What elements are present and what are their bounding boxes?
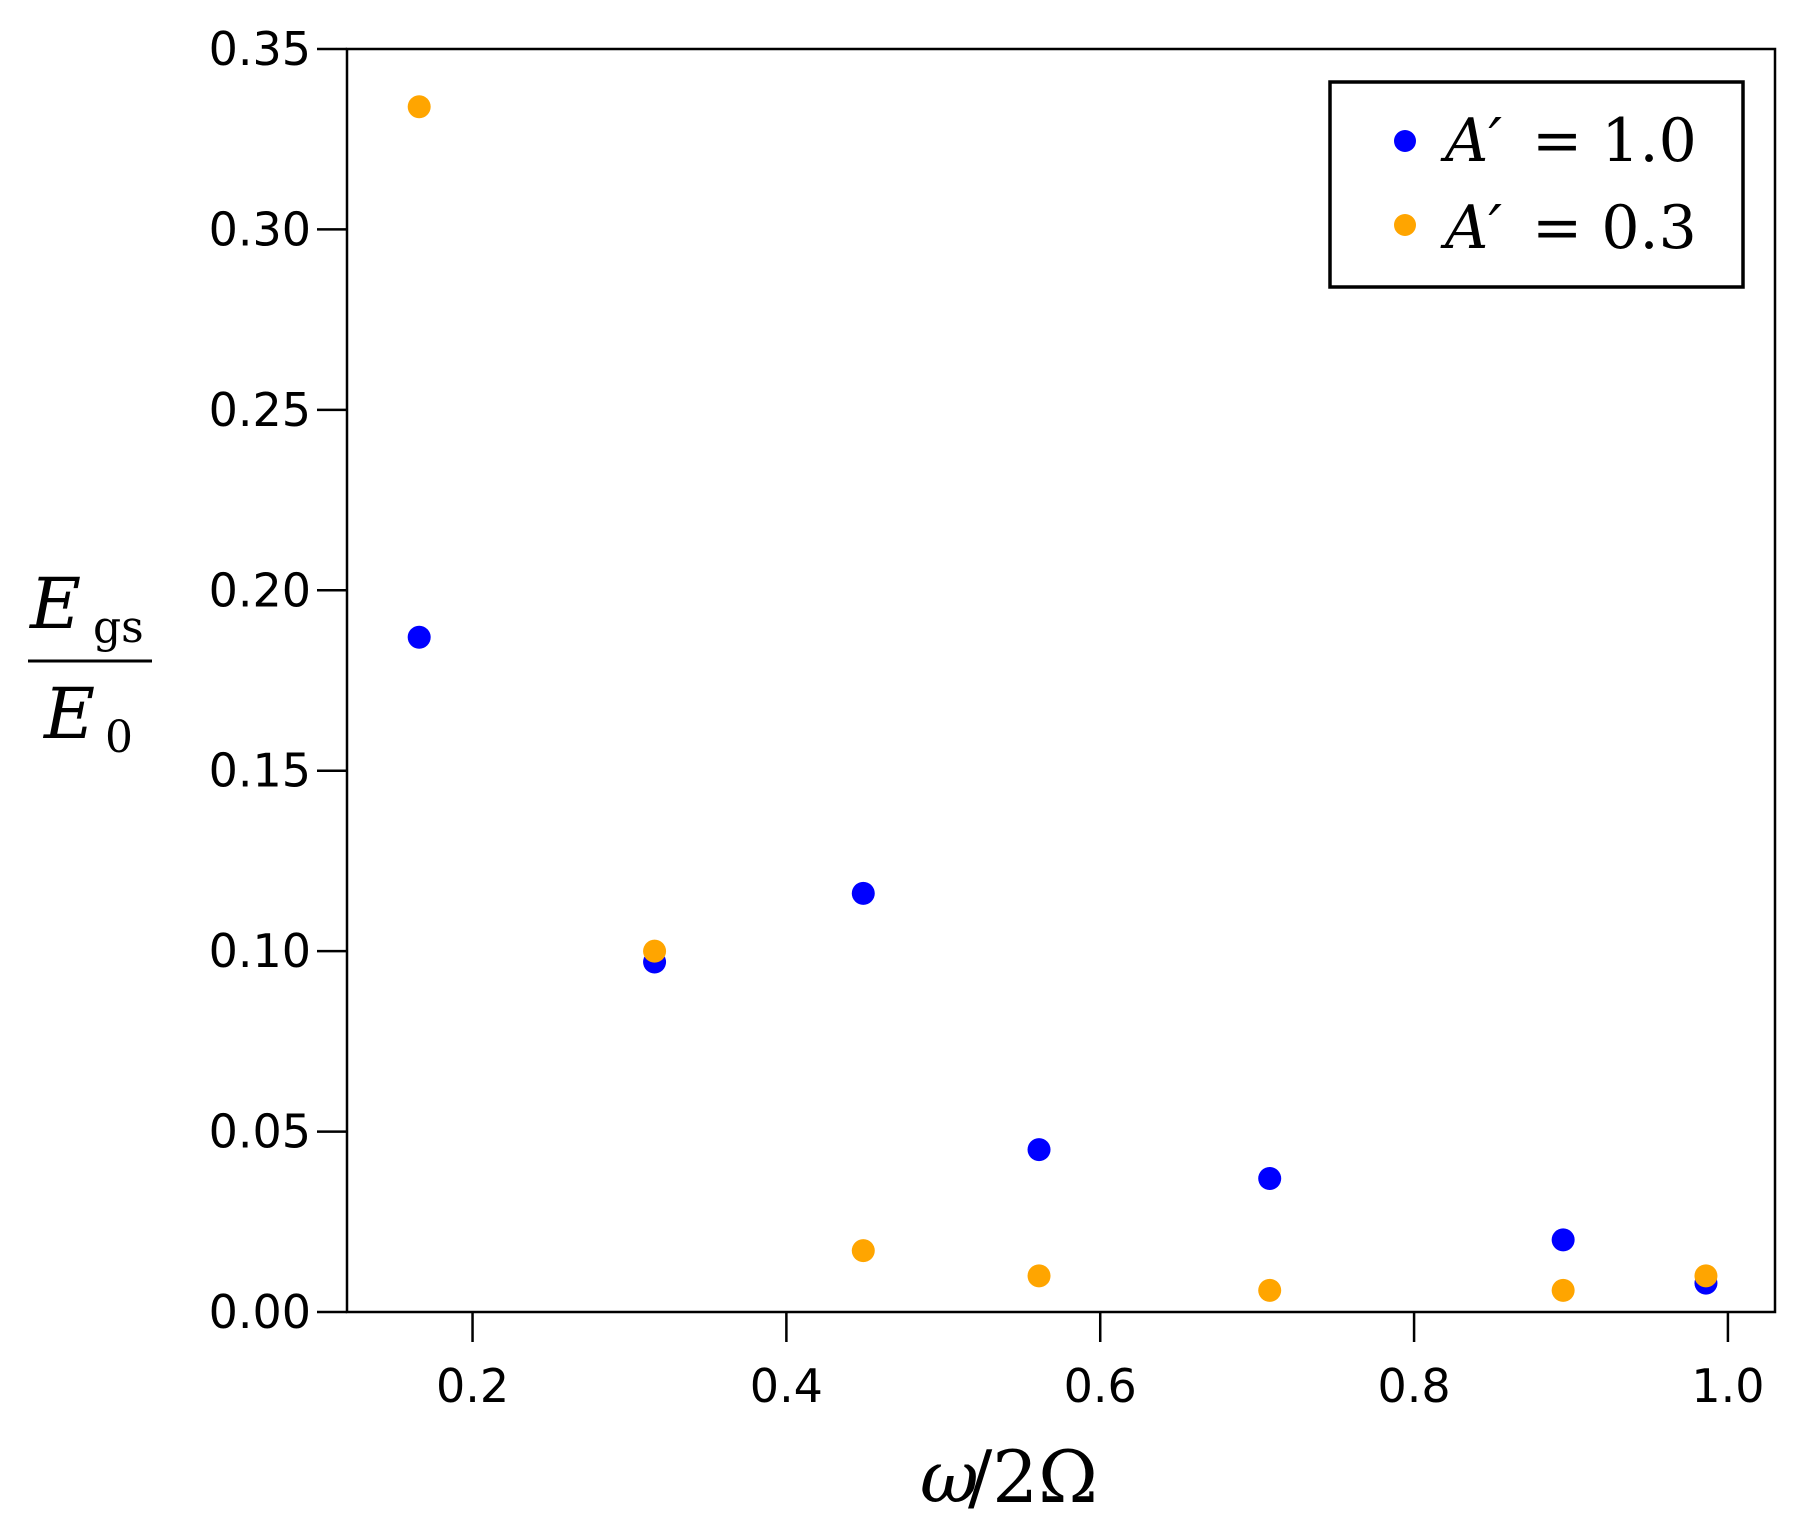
plot-area (345, 47, 1777, 1314)
x-tick-label: 1.0 (1691, 1359, 1764, 1413)
x-axis-label: ω /2Ω (920, 1435, 1098, 1519)
y-tick-label: 0.30 (209, 202, 311, 256)
data-point-series-1 (1258, 1166, 1282, 1190)
y-axis-ticks: 0.00 0.05 0.10 0.15 0.20 0.25 0.30 0.35 (209, 22, 347, 1339)
legend-var-series-1: A′ (1440, 106, 1502, 176)
x-label-rest: /2Ω (968, 1435, 1098, 1519)
x-tick-label: 0.6 (1064, 1359, 1137, 1413)
data-point-series-2 (851, 1239, 875, 1263)
y-tick-label: 0.15 (209, 744, 311, 798)
y-tick-label: 0.10 (209, 924, 311, 978)
legend-marker-series-2 (1394, 214, 1416, 236)
y-label-denominator: E (42, 673, 95, 755)
y-axis-label: E gs E 0 (28, 563, 152, 763)
data-point-series-1 (851, 881, 875, 905)
y-label-numerator: E (28, 563, 81, 645)
data-point-series-2 (1258, 1278, 1282, 1302)
data-point-series-2 (1027, 1264, 1051, 1288)
legend-box (1328, 80, 1745, 289)
x-tick-label: 0.8 (1377, 1359, 1450, 1413)
legend-var-series-2: A′ (1440, 193, 1502, 263)
y-tick-label: 0.00 (209, 1285, 311, 1339)
data-point-series-1 (1027, 1138, 1051, 1162)
data-point-series-2 (1694, 1264, 1718, 1288)
y-tick-label: 0.35 (209, 22, 311, 76)
y-tick-label: 0.25 (209, 383, 311, 437)
legend: A′ = 1.0 A′ = 0.3 (1328, 80, 1745, 289)
x-axis-ticks: 0.2 0.4 0.6 0.8 1.0 (436, 1312, 1765, 1413)
y-label-numerator-sub: gs (93, 602, 144, 653)
legend-value-series-2: = 0.3 (1532, 193, 1697, 263)
data-point-series-1 (407, 625, 431, 649)
x-tick-label: 0.4 (750, 1359, 823, 1413)
data-points (407, 95, 1718, 1302)
data-point-series-2 (1551, 1278, 1575, 1302)
y-tick-label: 0.05 (209, 1105, 311, 1159)
y-tick-label: 0.20 (209, 563, 311, 617)
x-label-var: ω (920, 1435, 979, 1519)
data-point-series-2 (643, 939, 667, 963)
data-point-series-2 (407, 95, 431, 119)
y-label-denominator-sub: 0 (105, 712, 133, 763)
x-tick-label: 0.2 (436, 1359, 509, 1413)
legend-value-series-1: = 1.0 (1532, 106, 1697, 176)
legend-marker-series-1 (1394, 130, 1416, 152)
data-point-series-1 (1551, 1228, 1575, 1252)
